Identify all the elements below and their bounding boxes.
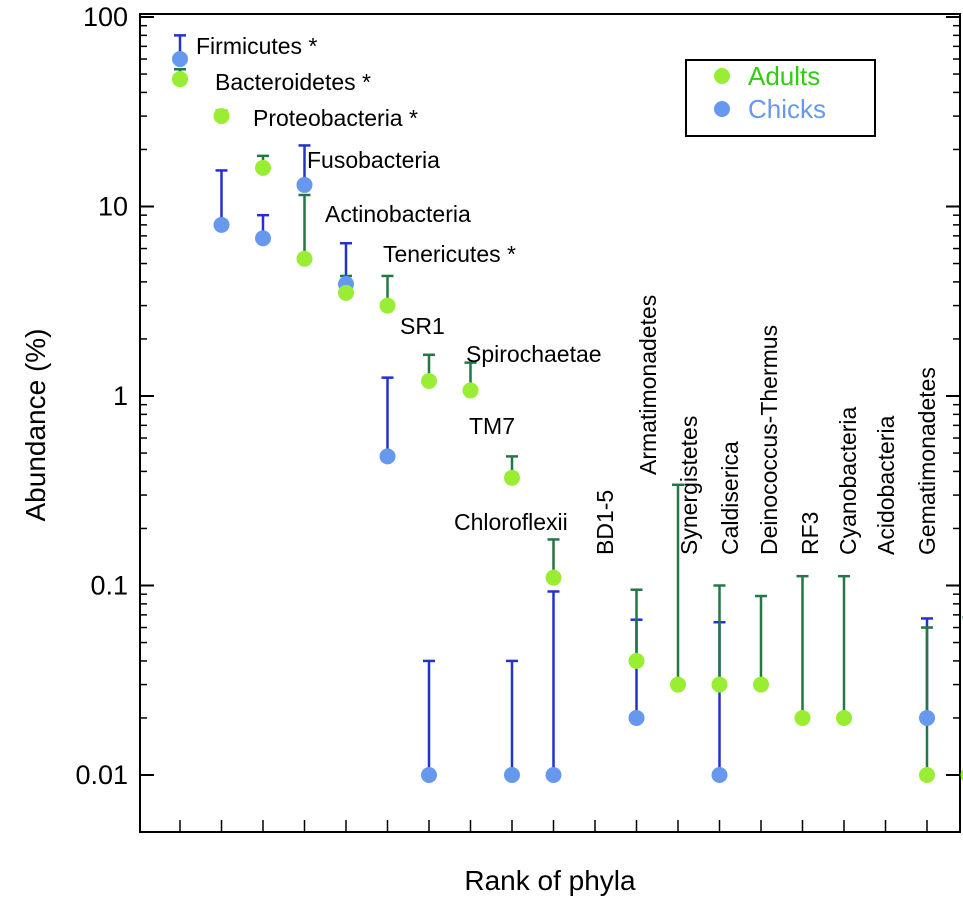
plot-frame [139,13,961,833]
legend-chicks-marker [714,101,730,117]
legend-adults-marker [714,68,730,84]
adults-point [462,382,479,399]
phylum-label: Deinococcus-Thermus [756,325,782,555]
phylum-labels-layer: Firmicutes * Bacteroidetes * Proteobacteri… [196,33,940,555]
phylum-label: Caldiserica [717,441,743,555]
y-tick-label: 1 [113,381,128,411]
phylum-label: SR1 [400,313,445,339]
phylum-label: BD1-5 [592,490,618,555]
chicks-point [711,767,728,783]
x-axis-title: Rank of phyla [464,865,636,896]
legend: Adults Chicks [685,59,876,137]
adults-point [753,676,769,693]
adults-point [628,652,645,669]
chicks-point [421,767,437,783]
adults-point [379,297,396,314]
phylum-label: Firmicutes * [196,33,317,59]
phylum-label: Proteobacteria * [253,105,418,131]
legend-chicks-label: Chicks [748,94,826,124]
phylum-label: Cyanobacteria [835,406,861,555]
adults-point [545,569,562,586]
phylum-label: Armatimonadetes [635,295,661,475]
adults-point [960,769,963,781]
adults-point [338,284,354,301]
phylum-label: RF3 [797,512,823,555]
phylum-label: Fusobacteria [307,147,440,173]
chicks-point [296,176,313,193]
legend-adults-label: Adults [748,61,820,91]
chicks-point [504,767,520,783]
phylum-label: TM7 [469,413,515,439]
chicks-point [545,767,562,783]
y-tick-label: 100 [83,2,128,32]
phylum-label: Synergistetes [676,416,702,555]
adults-point [213,108,230,125]
chicks-point [628,709,645,726]
phylum-label: Chloroflexii [454,509,568,535]
y-tick-label: 10 [98,192,128,222]
y-tick-label: 0.01 [75,760,128,790]
axes-layer: 0.01 0.1 1 10 100 [75,2,961,833]
adults-point [255,159,271,176]
adults-point [172,71,188,88]
phylum-label: Spirochaetae [466,341,602,367]
error-bars-layer [174,34,963,775]
adults-point [794,709,811,726]
phylum-label: Gematimonadetes [914,367,940,555]
y-tick-label: 0.1 [90,571,128,601]
chicks-point [213,216,230,233]
chicks-point [919,709,935,726]
chicks-point [379,448,396,465]
adults-point [711,676,728,693]
phylum-label: Actinobacteria [325,201,471,227]
adults-point [296,250,313,267]
adults-point [919,767,935,783]
adults-point [836,709,852,726]
adults-point [421,372,437,389]
points-layer [172,51,963,783]
y-axis-title: Abundance (%) [20,328,51,521]
phylum-label: Acidobacteria [873,415,899,555]
chicks-point [172,51,188,68]
phylum-label: Tenericutes * [383,241,516,267]
chicks-point [255,230,271,247]
phylum-label: Bacteroidetes * [215,69,371,95]
adults-point [504,469,520,486]
adults-point [670,676,686,693]
